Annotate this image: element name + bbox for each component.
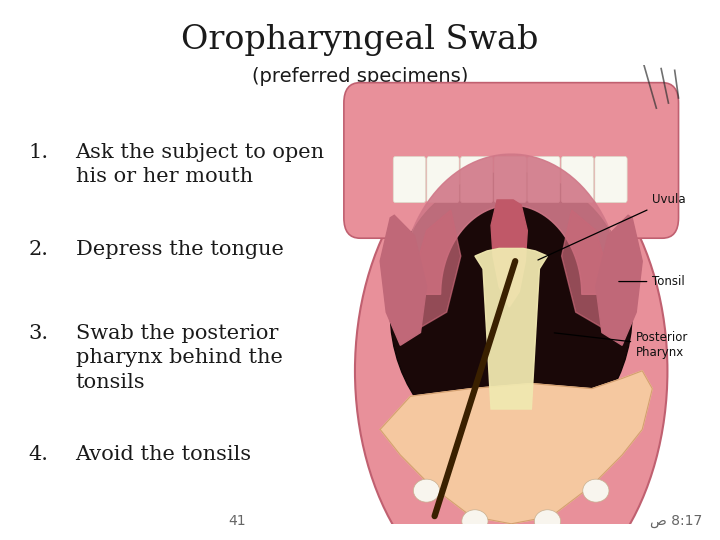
Text: 2.: 2. [29,240,49,259]
Ellipse shape [582,479,609,502]
FancyBboxPatch shape [393,157,426,202]
Ellipse shape [390,172,632,453]
FancyBboxPatch shape [344,83,678,238]
Ellipse shape [413,479,440,502]
Text: Oropharyngeal Swab: Oropharyngeal Swab [181,24,539,56]
Text: ص 8:17: ص 8:17 [649,514,702,528]
FancyBboxPatch shape [595,157,627,202]
FancyBboxPatch shape [427,157,459,202]
Text: Avoid the tonsils: Avoid the tonsils [76,446,252,464]
Text: 3.: 3. [29,324,49,343]
Text: 1.: 1. [29,143,49,162]
Ellipse shape [462,510,488,533]
Text: Posterior
Pharynx: Posterior Pharynx [554,332,688,359]
Text: Ask the subject to open
his or her mouth: Ask the subject to open his or her mouth [76,143,325,186]
Text: Swab the posterior
pharynx behind the
tonsils: Swab the posterior pharynx behind the to… [76,324,282,392]
Text: 41: 41 [229,514,246,528]
FancyBboxPatch shape [494,157,526,202]
Polygon shape [380,371,652,524]
Polygon shape [596,215,642,345]
Polygon shape [562,210,612,327]
Text: (preferred specimens): (preferred specimens) [252,68,468,86]
Text: Tonsil: Tonsil [618,275,685,288]
Polygon shape [410,210,461,327]
Text: 4.: 4. [29,446,49,464]
Text: Uvula: Uvula [538,193,686,260]
Polygon shape [491,200,527,307]
Ellipse shape [355,135,667,540]
Ellipse shape [534,510,561,533]
FancyBboxPatch shape [461,157,492,202]
FancyBboxPatch shape [528,157,560,202]
Text: Depress the tongue: Depress the tongue [76,240,284,259]
FancyBboxPatch shape [562,157,593,202]
Polygon shape [400,154,622,294]
Polygon shape [380,215,426,345]
Polygon shape [475,248,547,409]
